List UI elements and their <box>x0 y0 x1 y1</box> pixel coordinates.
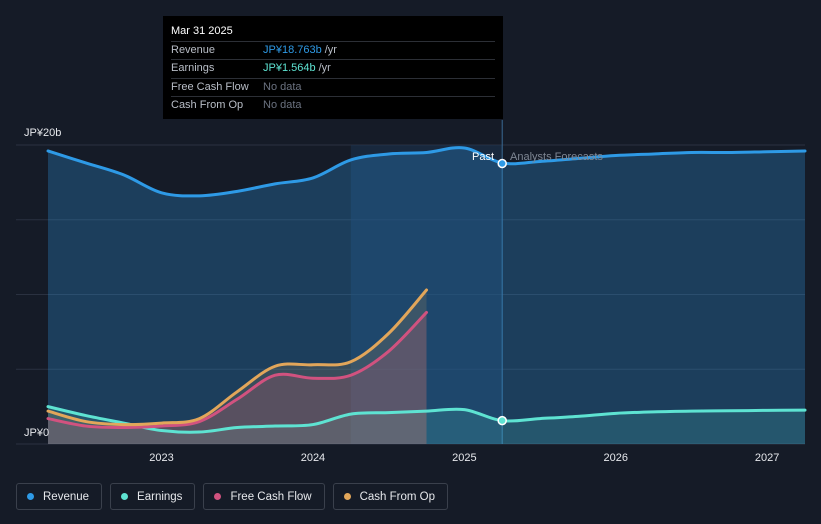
highlight-points <box>497 158 507 426</box>
legend-label: Free Cash Flow <box>230 490 312 503</box>
legend-item-earnings[interactable]: Earnings <box>110 483 196 510</box>
x-tick-label: 2024 <box>301 452 325 464</box>
y-axis-label-top: JP¥20b <box>24 127 61 139</box>
revenue-point <box>497 158 507 169</box>
legend-item-free-cash-flow[interactable]: Free Cash Flow <box>203 483 325 510</box>
revenue-line <box>46 146 807 198</box>
tooltip-row-revenue: Revenue JP¥18.763b /yr <box>171 41 495 59</box>
earnings-point <box>497 415 507 426</box>
tooltip-row-name: Revenue <box>171 44 216 56</box>
tooltip: Mar 31 2025 Revenue JP¥18.763b /yr Earni… <box>163 16 503 119</box>
cash-from-op-area <box>48 290 427 444</box>
legend-item-cash-from-op[interactable]: Cash From Op <box>332 483 449 510</box>
tooltip-row-cash-from-op: Cash From Op No data <box>171 95 495 114</box>
revenue-area <box>48 147 805 444</box>
legend-dot-icon <box>214 493 222 500</box>
legend-dot-icon <box>343 493 351 500</box>
tooltip-row-value: No data <box>263 80 302 93</box>
x-axis-ticks: 2023 2024 2025 2026 2027 <box>149 452 779 464</box>
series-areas <box>48 147 805 444</box>
tooltip-row-unit: /yr <box>318 62 331 75</box>
x-tick-label: 2026 <box>604 452 628 464</box>
legend-label: Cash From Op <box>359 490 436 503</box>
tooltip-row-name: Free Cash Flow <box>171 80 249 93</box>
free-cash-flow-area <box>48 312 427 444</box>
series-lines <box>46 146 807 434</box>
chart-regions <box>350 120 503 444</box>
tooltip-row-name: Earnings <box>171 62 215 75</box>
tooltip-row-earnings: Earnings JP¥1.564b /yr <box>171 59 495 77</box>
earnings-area <box>48 406 805 444</box>
past-highlight-region <box>350 145 503 444</box>
y-axis-label-bottom: JP¥0 <box>24 427 49 439</box>
forecast-label: Analysts Forecasts <box>510 151 603 163</box>
x-tick-label: 2023 <box>149 452 173 464</box>
cash-from-op-line <box>46 288 428 427</box>
x-tick-label: 2027 <box>755 452 779 464</box>
tooltip-row-name: Cash From Op <box>171 98 244 111</box>
tooltip-date: Mar 31 2025 <box>171 25 233 37</box>
tooltip-row-unit: /yr <box>324 44 337 56</box>
legend-label: Earnings <box>137 490 183 503</box>
earnings-line <box>46 405 807 434</box>
tooltip-row-value: JP¥18.763b <box>263 44 322 56</box>
x-tick-label: 2025 <box>452 452 476 464</box>
tooltip-row-value: No data <box>263 98 302 111</box>
legend-dot-icon <box>121 493 129 500</box>
tooltip-row-free-cash-flow: Free Cash Flow No data <box>171 77 495 96</box>
legend-label: Revenue <box>43 490 90 503</box>
legend: Revenue Earnings Free Cash Flow Cash Fro… <box>16 483 449 510</box>
tooltip-row-value: JP¥1.564b <box>263 62 316 75</box>
free-cash-flow-line <box>46 310 428 430</box>
legend-dot-icon <box>27 493 34 500</box>
legend-item-revenue[interactable]: Revenue <box>16 483 103 510</box>
past-label: Past <box>472 151 494 163</box>
